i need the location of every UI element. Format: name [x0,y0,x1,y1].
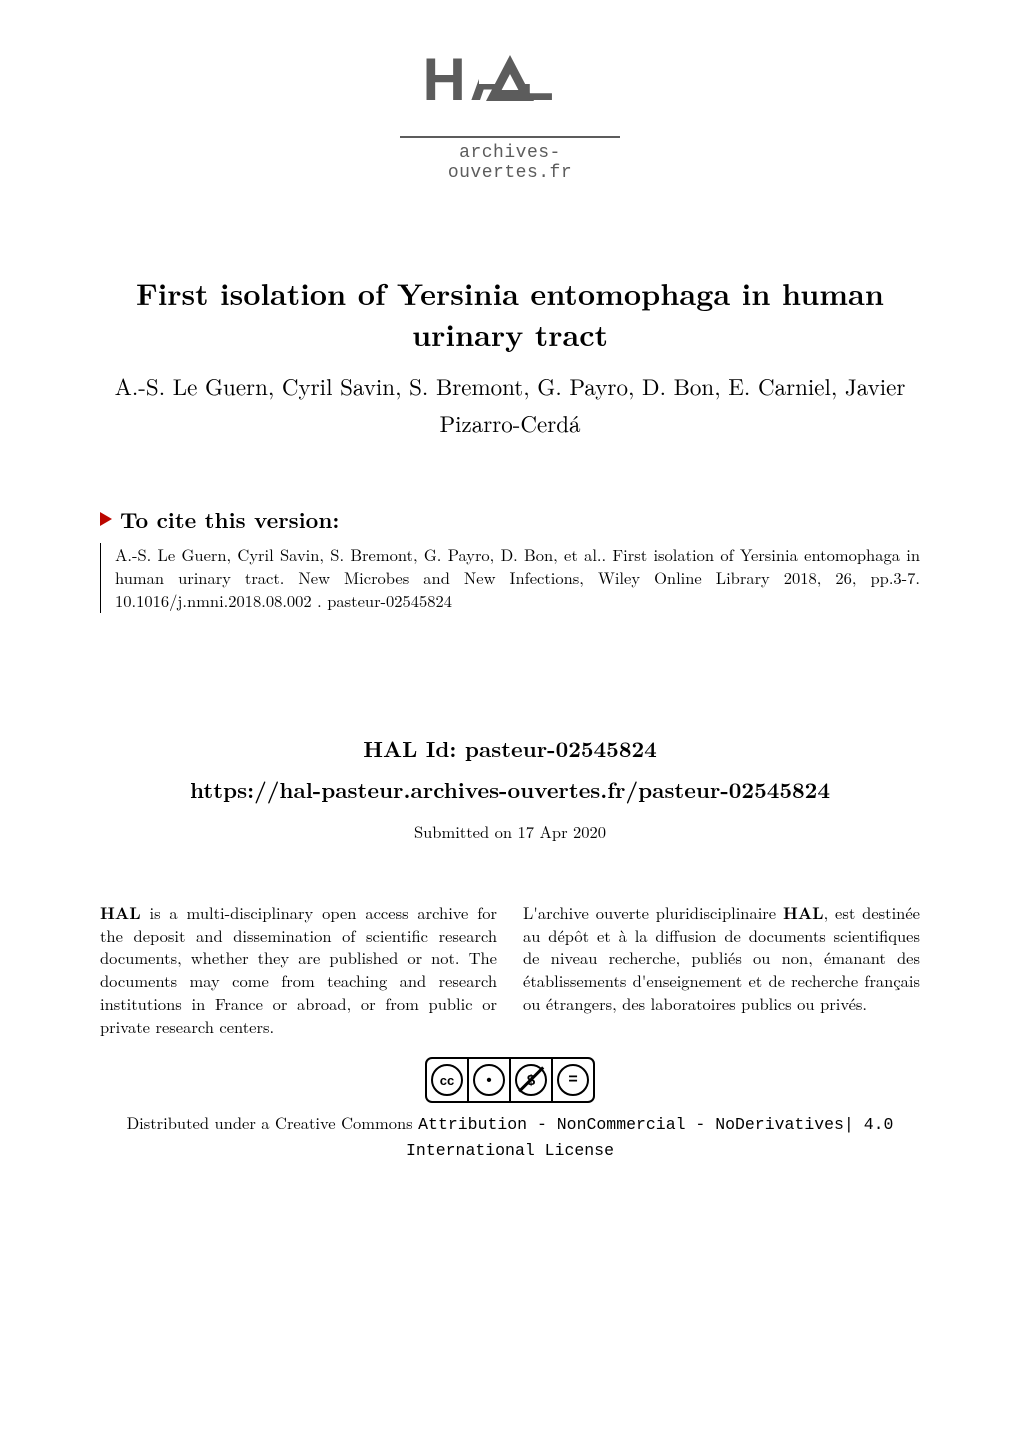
nd-icon: = [557,1064,589,1096]
hal-cover-page: HAL archives-ouvertes.fr First isolation… [0,0,1020,1442]
cc-cell-nc: $ [509,1059,551,1101]
cc-cell-by: • [467,1059,509,1101]
desc-fr-bold: HAL [783,900,824,924]
cc-icon: cc [431,1064,463,1096]
license-text: Distributed under a Creative Commons Att… [100,1111,920,1163]
hal-url[interactable]: https://hal-pasteur.archives-ouvertes.fr… [100,774,920,805]
triangle-right-icon [100,512,112,526]
desc-fr-pre: L'archive ouverte pluridisciplinaire [523,900,783,924]
desc-en-rest: is a multi-disciplinary open access arch… [100,900,497,1038]
cite-authors: A.-S. Le Guern, Cyril Savin, S. Bremont,… [115,542,612,566]
paper-authors: A.-S. Le Guern, Cyril Savin, S. Bremont,… [100,368,920,442]
desc-en-lead: HAL [100,900,141,924]
paper-title: First isolation of Yersinia entomophaga … [110,273,910,354]
hal-id-block: HAL Id: pasteur-02545824 https://hal-pas… [100,733,920,843]
cc-badge-row: cc • $ = [100,1057,920,1103]
cite-heading: To cite this version: [100,504,920,535]
cc-cell-nd: = [551,1059,593,1101]
description-columns: HAL is a multi-disciplinary open access … [100,901,920,1038]
cite-journal: New Microbes and New Infections, Wiley O… [298,565,920,589]
hal-logo-mark: HAL [423,50,598,130]
nc-icon: $ [515,1064,547,1096]
description-fr: L'archive ouverte pluridisciplinaire HAL… [523,901,920,1038]
hal-logo: HAL archives-ouvertes.fr [400,50,620,183]
cite-doi: 10.1016/j.nmni.2018.08.002 . [115,588,327,612]
submitted-date: Submitted on 17 Apr 2020 [100,819,920,843]
cite-heading-text: To cite this version: [120,504,339,535]
license-pre: Distributed under a Creative Commons [127,1110,419,1134]
description-en: HAL is a multi-disciplinary open access … [100,901,497,1038]
logo-container: HAL archives-ouvertes.fr [100,50,920,183]
cite-halid: pasteur-02545824 [327,588,452,612]
by-icon: • [473,1064,505,1096]
cc-cell-cc: cc [427,1059,467,1101]
license-name: Attribution - NonCommercial - NoDerivati… [406,1115,893,1160]
cite-body: A.-S. Le Guern, Cyril Savin, S. Bremont,… [100,543,920,613]
hal-id: HAL Id: pasteur-02545824 [100,733,920,764]
cite-block: To cite this version: A.-S. Le Guern, Cy… [100,504,920,613]
cc-badge[interactable]: cc • $ = [425,1057,595,1103]
hal-logo-subtitle: archives-ouvertes.fr [400,136,620,183]
